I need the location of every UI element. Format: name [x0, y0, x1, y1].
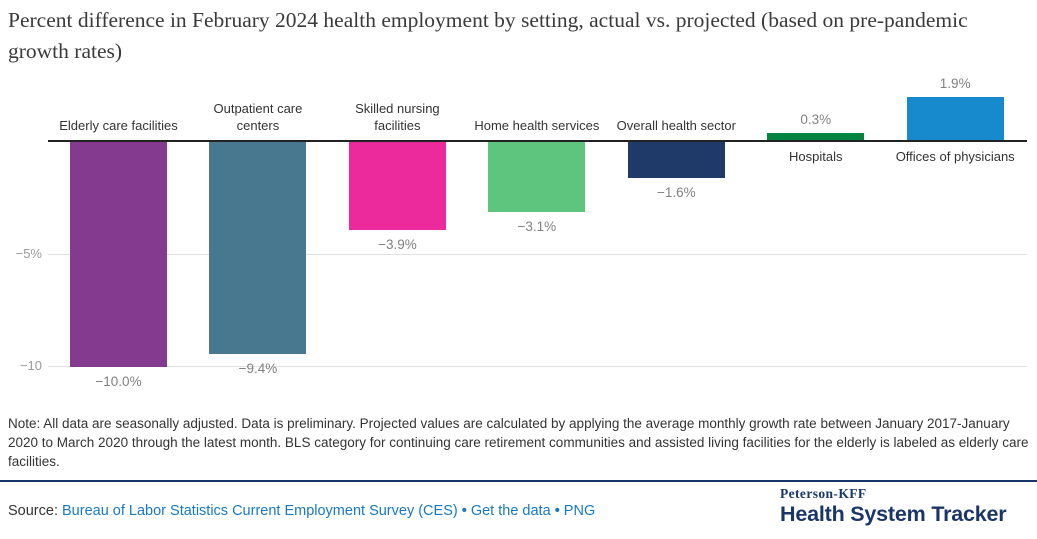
footer-divider: [0, 480, 1037, 482]
logo-peterson-kff: Peterson-KFF: [780, 486, 867, 501]
category-label: Offices of physicians: [895, 149, 1015, 164]
y-gridline: [48, 366, 1027, 367]
value-label: −3.1%: [517, 218, 557, 234]
bar[interactable]: [209, 142, 307, 354]
category-label: Skilled nursing facilities: [355, 101, 440, 133]
value-label: −10.0%: [95, 374, 142, 389]
source-line: Source: Bureau of Labor Statistics Curre…: [8, 503, 595, 519]
note-text: Note: All data are seasonally adjusted. …: [8, 416, 1029, 469]
y-gridline: [48, 253, 1027, 255]
chart-title: Percent difference in February 2024 heal…: [8, 8, 968, 63]
logo-health-system-tracker: Health System Tracker: [780, 502, 1007, 526]
category-label: Outpatient care centers: [213, 101, 303, 133]
y-axis-tick-label: −10: [19, 358, 42, 373]
source-prefix: Source:: [8, 503, 58, 519]
value-label: 1.9%: [939, 76, 971, 92]
value-label: −9.4%: [238, 360, 278, 376]
bar[interactable]: [70, 142, 167, 367]
category-label: Hospitals: [789, 149, 843, 164]
category-label: Overall health sector: [616, 118, 736, 133]
source-link-bls[interactable]: Bureau of Labor Statistics Current Emplo…: [62, 503, 458, 519]
bar[interactable]: [767, 133, 865, 140]
bar[interactable]: [488, 142, 586, 212]
get-the-data-link[interactable]: Get the data: [470, 503, 551, 519]
value-label: −3.9%: [378, 236, 417, 252]
category-label: Elderly care facilities: [59, 118, 178, 133]
y-axis-tick-label: −5%: [15, 245, 42, 261]
value-label: 0.3%: [800, 112, 832, 128]
x-axis-zero-line: [48, 140, 1027, 142]
png-link[interactable]: PNG: [563, 503, 596, 519]
value-label: −1.6%: [656, 185, 696, 200]
bar[interactable]: [627, 142, 725, 178]
health-system-tracker-logo: Peterson-KFF Health System Tracker: [780, 486, 1033, 527]
bar[interactable]: [906, 97, 1004, 140]
category-label: Home health services: [474, 118, 600, 133]
link-separator: •: [554, 503, 560, 519]
link-separator: •: [461, 503, 467, 519]
bar[interactable]: [348, 142, 446, 230]
